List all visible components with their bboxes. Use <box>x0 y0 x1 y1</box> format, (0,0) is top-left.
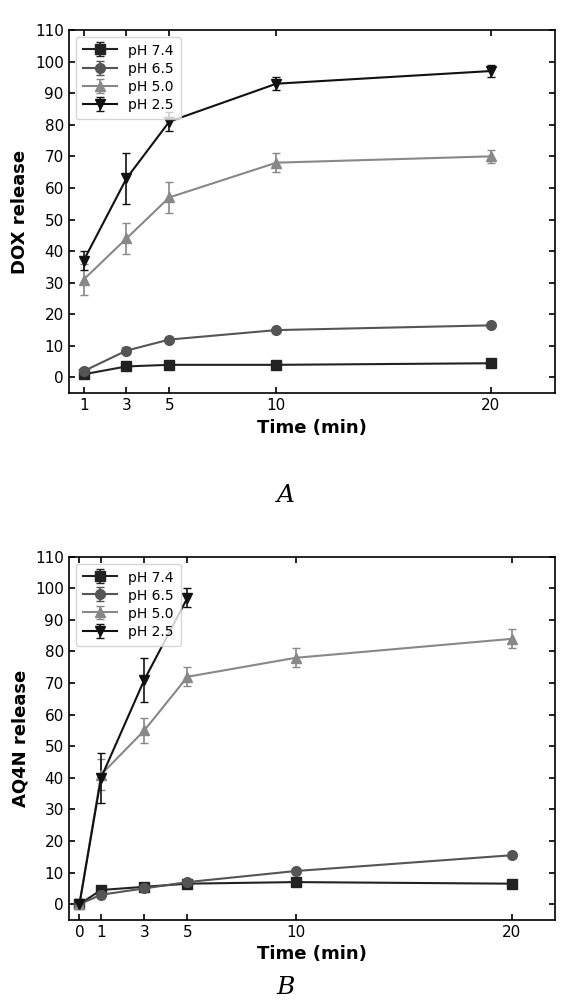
Legend: pH 7.4, pH 6.5, pH 5.0, pH 2.5: pH 7.4, pH 6.5, pH 5.0, pH 2.5 <box>76 37 181 119</box>
X-axis label: Time (min): Time (min) <box>257 945 367 963</box>
Legend: pH 7.4, pH 6.5, pH 5.0, pH 2.5: pH 7.4, pH 6.5, pH 5.0, pH 2.5 <box>76 564 181 646</box>
X-axis label: Time (min): Time (min) <box>257 419 367 437</box>
Text: B: B <box>277 976 295 1000</box>
Y-axis label: AQ4N release: AQ4N release <box>11 670 29 807</box>
Text: A: A <box>277 484 295 506</box>
Y-axis label: DOX release: DOX release <box>11 150 29 274</box>
